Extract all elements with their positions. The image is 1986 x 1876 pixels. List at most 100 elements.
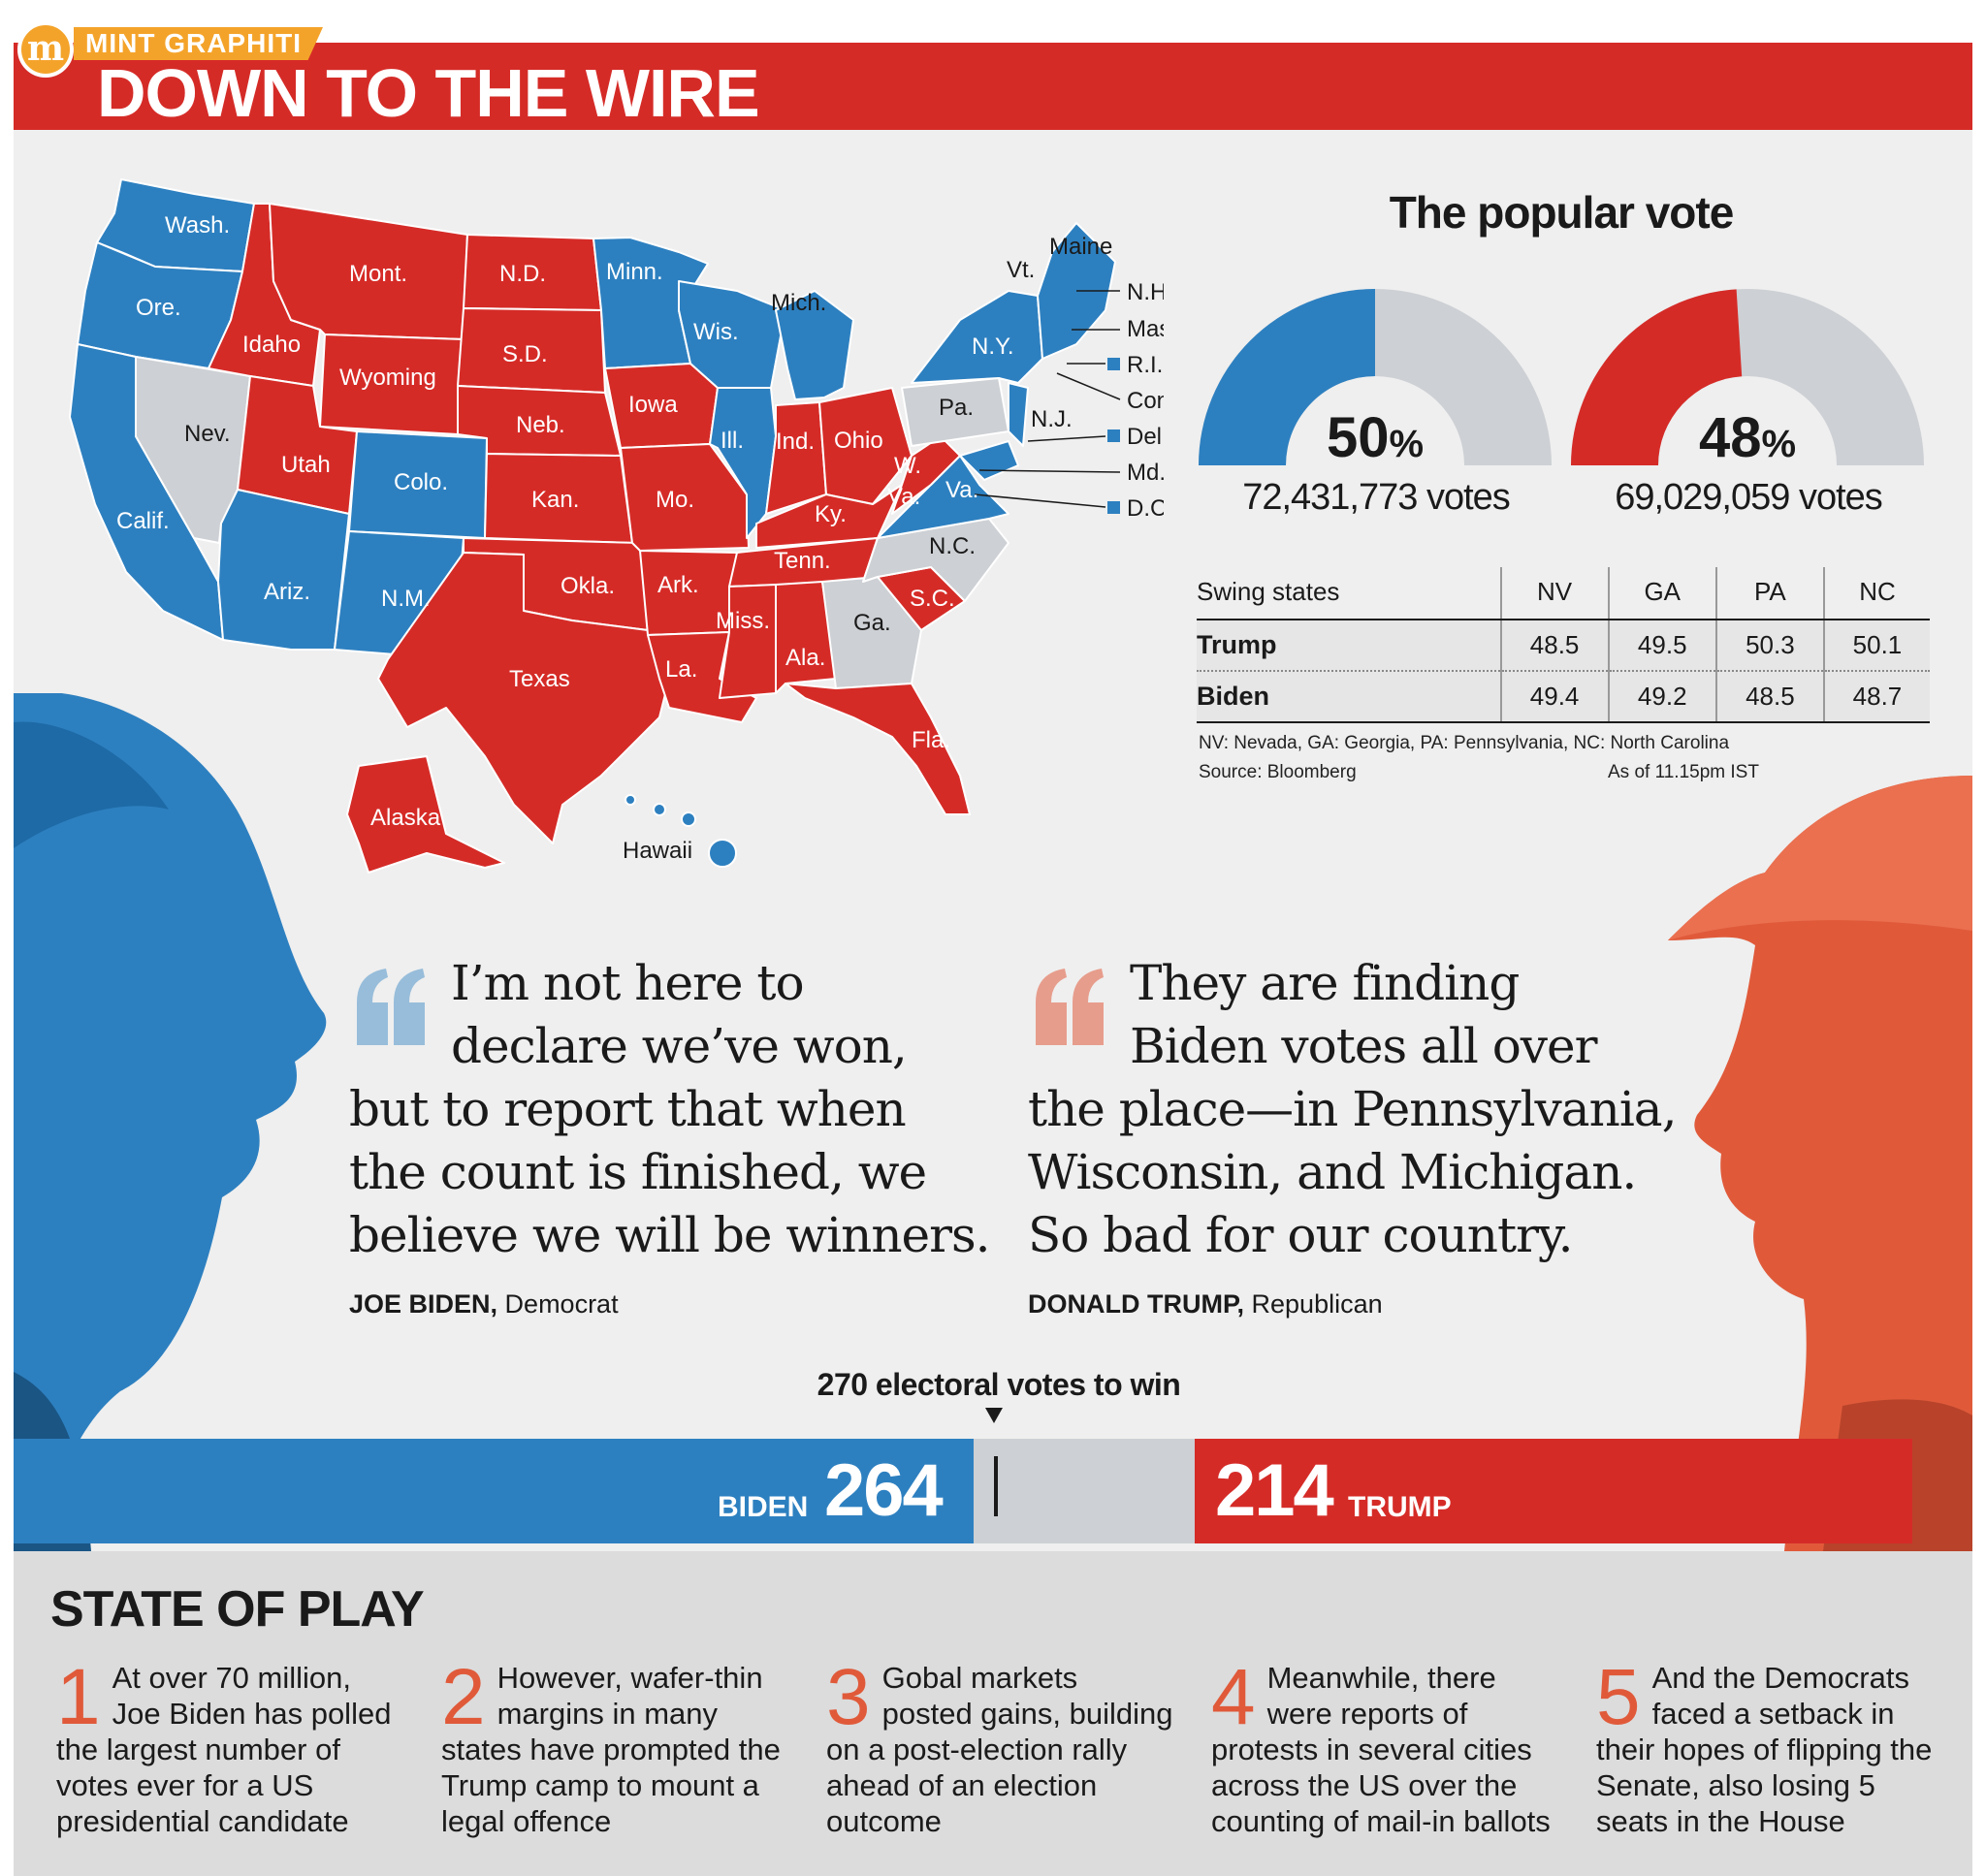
- threshold-label: 270 electoral votes to win: [817, 1367, 1181, 1402]
- label-idaho: Idaho: [242, 332, 301, 358]
- us-election-map: Wash. Ore. Calif. Nev. Idaho Mont. Wyomi…: [69, 178, 1164, 874]
- trump-vote-percent: 48%: [1698, 406, 1797, 469]
- biden-vote-percent: 50%: [1326, 406, 1425, 469]
- page-title: DOWN TO THE WIRE: [97, 55, 760, 131]
- label-pa: Pa.: [939, 395, 974, 421]
- trump-vote-count: 69,029,059 votes: [1615, 477, 1883, 518]
- northeast-keys: [1107, 358, 1120, 514]
- row-name: Trump: [1197, 620, 1501, 672]
- state-texas: [377, 552, 670, 844]
- label-sd: S.D.: [502, 341, 548, 367]
- label-wash: Wash.: [165, 212, 230, 238]
- table-cell: 49.5: [1607, 620, 1716, 672]
- label-minn: Minn.: [606, 259, 663, 285]
- table-header: PA: [1714, 567, 1824, 620]
- biden-vote-gauge: [1199, 289, 1552, 465]
- label-ind: Ind.: [776, 429, 815, 455]
- label-dc: D.C.: [1127, 495, 1164, 522]
- list-item: 1 At over 70 million, Joe Biden has poll…: [56, 1653, 405, 1839]
- item-number: 1: [56, 1653, 101, 1741]
- label-conn: Conn.: [1127, 388, 1164, 414]
- label-miss: Miss.: [716, 608, 770, 634]
- swing-states-table: Swing states NV GA PA NC Trump 48.5 49.5…: [1197, 567, 1930, 723]
- item-number: 4: [1211, 1653, 1256, 1741]
- item-number: 3: [826, 1653, 871, 1741]
- label-hawaii: Hawaii: [623, 838, 692, 864]
- biden-quote-line: believe we will be winners.: [349, 1207, 991, 1263]
- threshold-arrow-icon: [985, 1408, 1003, 1423]
- label-iowa: Iowa: [628, 392, 678, 418]
- label-ill: Ill.: [721, 428, 744, 454]
- label-wyoming: Wyoming: [339, 365, 436, 391]
- table-header: GA: [1607, 567, 1716, 620]
- label-nev: Nev.: [184, 421, 231, 447]
- label-ariz: Ariz.: [264, 579, 310, 605]
- gauge-fill-biden: [1199, 289, 1375, 465]
- table-cell: 48.5: [1499, 620, 1609, 672]
- state-illinois: [709, 387, 777, 539]
- trump-bar-label: TRUMP: [1348, 1491, 1452, 1523]
- row-name: Biden: [1197, 671, 1501, 723]
- table-cell: 49.2: [1607, 671, 1716, 723]
- label-kan: Kan.: [531, 487, 579, 513]
- label-texas: Texas: [509, 666, 570, 692]
- quote-mark-icon: [357, 969, 425, 1045]
- label-maine: Maine: [1049, 234, 1112, 260]
- state-alaska: [346, 755, 505, 874]
- item-text: However, wafer-thin margins in many stat…: [441, 1661, 781, 1838]
- label-tenn: Tenn.: [774, 548, 831, 574]
- label-ny: N.Y.: [972, 334, 1014, 360]
- table-cell: 49.4: [1499, 671, 1609, 723]
- item-text: Meanwhile, there were reports of protest…: [1211, 1661, 1551, 1838]
- label-sc: S.C.: [910, 586, 955, 612]
- label-calif: Calif.: [116, 508, 170, 534]
- label-utah: Utah: [281, 452, 331, 478]
- label-vt: Vt.: [1007, 257, 1035, 283]
- state-of-play-panel: [14, 1551, 1972, 1876]
- threshold-marker: [994, 1456, 998, 1516]
- biden-attribution: JOE BIDEN, Democrat: [349, 1289, 619, 1319]
- label-wva-2: Va.: [887, 484, 920, 510]
- state-of-play-title: STATE OF PLAY: [50, 1581, 425, 1638]
- table-header: NC: [1822, 567, 1930, 620]
- trump-vote-gauge: [1571, 289, 1924, 465]
- state-arizona: [217, 489, 350, 651]
- label-okla: Okla.: [561, 573, 615, 599]
- biden-electoral-votes: 264: [824, 1449, 944, 1532]
- table-header: NV: [1499, 567, 1609, 620]
- biden-quote-line: the count is finished, we: [349, 1144, 927, 1200]
- label-colo: Colo.: [394, 469, 448, 495]
- quote-mark-icon: [1036, 969, 1104, 1045]
- state-hawaii: [625, 794, 737, 868]
- undecided-electoral-bar: [974, 1439, 1195, 1543]
- table-cell: 50.1: [1822, 620, 1930, 672]
- label-alaska: Alaska: [370, 805, 441, 831]
- state-indiana: [765, 401, 827, 515]
- label-ga: Ga.: [853, 610, 891, 636]
- trump-quote-line: They are finding: [1130, 955, 1520, 1011]
- label-mich: Mich.: [771, 290, 826, 316]
- item-number: 5: [1596, 1653, 1641, 1741]
- popular-vote-title: The popular vote: [1389, 187, 1735, 238]
- label-md: Md.: [1127, 460, 1164, 486]
- table-row: Biden 49.4 49.2 48.5 48.7: [1197, 671, 1930, 723]
- label-va: Va.: [945, 477, 978, 503]
- trump-electoral-bar: [1195, 1439, 1912, 1543]
- item-text: Gobal markets posted gains, building on …: [826, 1661, 1173, 1838]
- label-nc: N.C.: [929, 533, 976, 559]
- label-ore: Ore.: [136, 295, 181, 321]
- state-ohio: [818, 387, 913, 505]
- trump-attribution: DONALD TRUMP, Republican: [1028, 1289, 1383, 1319]
- list-item: 4 Meanwhile, there were reports of prote…: [1211, 1653, 1560, 1839]
- label-ky: Ky.: [815, 501, 847, 527]
- list-item: 3 Gobal markets posted gains, building o…: [826, 1653, 1175, 1839]
- label-la: La.: [665, 656, 697, 683]
- label-neb: Neb.: [516, 412, 565, 438]
- trump-quote-line: Biden votes all over: [1130, 1018, 1598, 1074]
- biden-electoral-bar: [14, 1439, 974, 1543]
- gauge-fill-trump: [1571, 289, 1743, 465]
- label-ri: R.I.: [1127, 352, 1163, 378]
- list-item: 5 And the Democrats faced a setback in t…: [1596, 1653, 1945, 1839]
- label-wva-1: W.: [894, 453, 921, 479]
- label-nj: N.J.: [1031, 406, 1073, 432]
